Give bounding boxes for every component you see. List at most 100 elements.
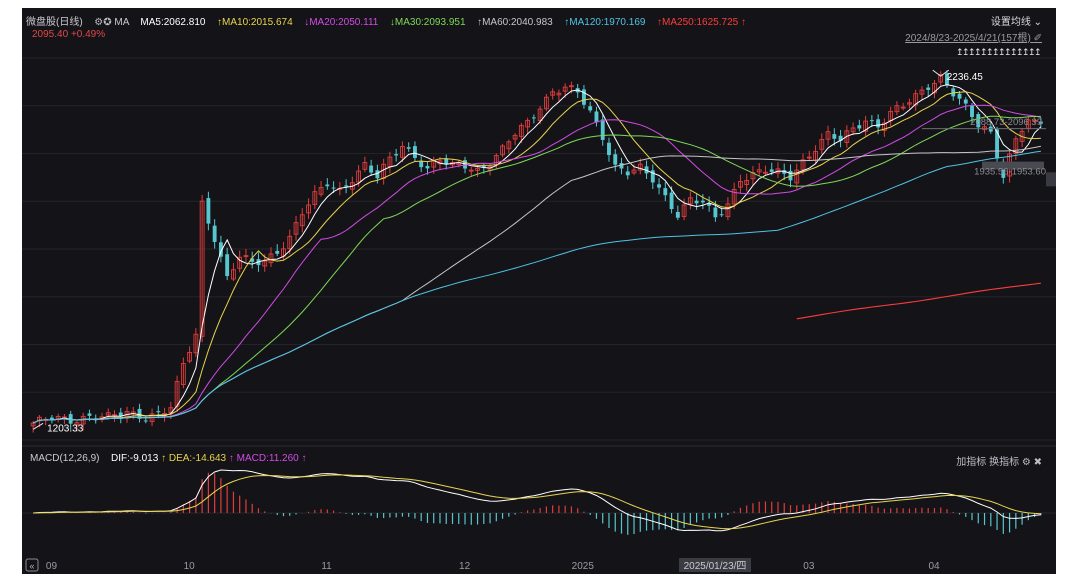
macd-dea: DEA:-14.643 bbox=[168, 453, 227, 464]
ma30-value: MA30:2093.951 bbox=[394, 17, 466, 28]
candle-body-down bbox=[694, 200, 699, 204]
candle-body-down bbox=[963, 99, 968, 104]
ma5-line bbox=[32, 84, 1042, 424]
x-tick-label: 03 bbox=[803, 561, 815, 572]
candle-body-down bbox=[1038, 121, 1043, 124]
candle-body-up bbox=[556, 92, 562, 96]
candle-body-up bbox=[193, 333, 199, 354]
signal-marker: ↥ bbox=[1028, 47, 1036, 57]
signal-marker: ↥ bbox=[986, 47, 994, 57]
candle-body-up bbox=[794, 169, 800, 184]
x-tick-label: 11 bbox=[321, 561, 332, 572]
candle-body-down bbox=[425, 165, 430, 169]
candle-body-up bbox=[306, 204, 311, 214]
candle-body-up bbox=[362, 162, 368, 170]
candle-body-up bbox=[293, 222, 299, 235]
ma60-arrow: ↑ bbox=[477, 17, 483, 28]
candle-body-up bbox=[932, 82, 937, 94]
candle-body-down bbox=[49, 417, 54, 421]
candle-body-up bbox=[806, 156, 812, 159]
add-indicator-button[interactable]: 加指标 bbox=[956, 457, 987, 468]
candle-body-down bbox=[976, 114, 981, 128]
candle-body-down bbox=[926, 87, 931, 90]
candle-body-down bbox=[613, 154, 618, 165]
candle-body-up bbox=[243, 255, 249, 258]
candle-body-down bbox=[663, 188, 668, 196]
low-marker bbox=[32, 422, 44, 430]
candle-body-down bbox=[707, 203, 712, 206]
candle-body-up bbox=[1013, 138, 1019, 154]
low-label: 1203.33 bbox=[47, 423, 84, 434]
ma120-arrow: ↑ bbox=[564, 17, 570, 28]
ma-settings-button[interactable]: 设置均线 ⌄ bbox=[991, 13, 1042, 28]
candle-body-down bbox=[669, 192, 674, 210]
candle-body-down bbox=[137, 408, 142, 419]
candle-body-down bbox=[118, 412, 123, 417]
gear-icon[interactable]: ⚙ bbox=[94, 17, 104, 28]
ma250-arrow: ↑ bbox=[657, 17, 663, 28]
range-lower-band bbox=[982, 161, 1044, 170]
ma20-line bbox=[32, 104, 1042, 424]
dif-line bbox=[33, 469, 1041, 532]
candle-body-down bbox=[869, 120, 874, 122]
chart-panel: 2236.45 1203.33 2088.73-2096.39 1935.56-195… bbox=[22, 8, 1056, 574]
candle-body-up bbox=[894, 105, 900, 113]
candle-body-down bbox=[250, 258, 255, 262]
ma250-arrow-right: ↑ bbox=[738, 17, 746, 28]
macd-gear-icon[interactable]: ⚙ bbox=[1021, 457, 1031, 468]
ma30-line bbox=[32, 115, 1041, 424]
candle-body-down bbox=[582, 89, 586, 105]
candle-body-up bbox=[268, 253, 274, 264]
signal-marker: ↥ bbox=[974, 47, 982, 57]
candle-body-down bbox=[957, 93, 962, 99]
candle-body-up bbox=[825, 131, 831, 140]
candle-body-down bbox=[1001, 161, 1006, 178]
candle-body-down bbox=[988, 126, 993, 132]
candle-body-down bbox=[832, 134, 837, 139]
candle-body-down bbox=[594, 111, 599, 123]
candle-body-down bbox=[995, 129, 999, 159]
candle-body-down bbox=[857, 125, 862, 129]
range-lower-label: 1935.56-1953.60 bbox=[974, 166, 1046, 177]
candle-body-up bbox=[468, 169, 474, 172]
switch-indicator-button[interactable]: 换指标 bbox=[989, 457, 1020, 468]
x-tick-label: 09 bbox=[46, 561, 58, 572]
candle-body-down bbox=[325, 184, 330, 187]
macd-close-icon[interactable]: ✖ bbox=[1033, 457, 1042, 468]
signal-marker: ↥ bbox=[980, 47, 988, 57]
ma250-line bbox=[796, 282, 1041, 320]
candle-body-up bbox=[819, 138, 825, 150]
candle-body-up bbox=[180, 363, 186, 385]
candle-body-down bbox=[156, 411, 161, 413]
candle-body-up bbox=[562, 86, 568, 92]
crosshair-date-box bbox=[679, 558, 751, 572]
candle-body-down bbox=[719, 214, 724, 216]
collapse-icon: « bbox=[29, 561, 34, 571]
pin-icon[interactable]: ✐ bbox=[1033, 33, 1042, 44]
close-circle-icon[interactable]: ✪ bbox=[103, 17, 112, 28]
candle-body-up bbox=[919, 89, 925, 95]
candle-body-down bbox=[419, 160, 424, 168]
candle-body-up bbox=[518, 124, 524, 137]
candle-body-down bbox=[650, 170, 655, 183]
candle-body-up bbox=[356, 170, 362, 183]
candle-body-up bbox=[456, 162, 462, 165]
macd-dif: DIF:-9.013 bbox=[111, 453, 159, 464]
candle-body-up bbox=[287, 235, 293, 250]
candle-body-up bbox=[725, 203, 731, 218]
candle-body-down bbox=[206, 198, 211, 224]
candle-body-down bbox=[406, 147, 411, 149]
candle-body-down bbox=[838, 135, 843, 141]
macd-arrow: ↑ bbox=[301, 453, 307, 464]
candle-body-down bbox=[945, 73, 949, 86]
chart-canvas[interactable]: 2236.45 1203.33 2088.73-2096.39 1935.56-195… bbox=[22, 8, 1056, 574]
high-marker bbox=[932, 69, 950, 77]
candle-body-up bbox=[907, 102, 912, 105]
candle-body-up bbox=[400, 146, 405, 158]
ma10-arrow: ↑ bbox=[217, 17, 223, 28]
date-range[interactable]: 2024/8/23-2025/4/21(157根) ✐ bbox=[905, 29, 1042, 44]
x-tick-label: 04 bbox=[928, 561, 940, 572]
ma120-value: MA120:1970.169 bbox=[569, 17, 646, 28]
candle-body-up bbox=[199, 200, 205, 337]
candle-body-down bbox=[675, 211, 680, 218]
